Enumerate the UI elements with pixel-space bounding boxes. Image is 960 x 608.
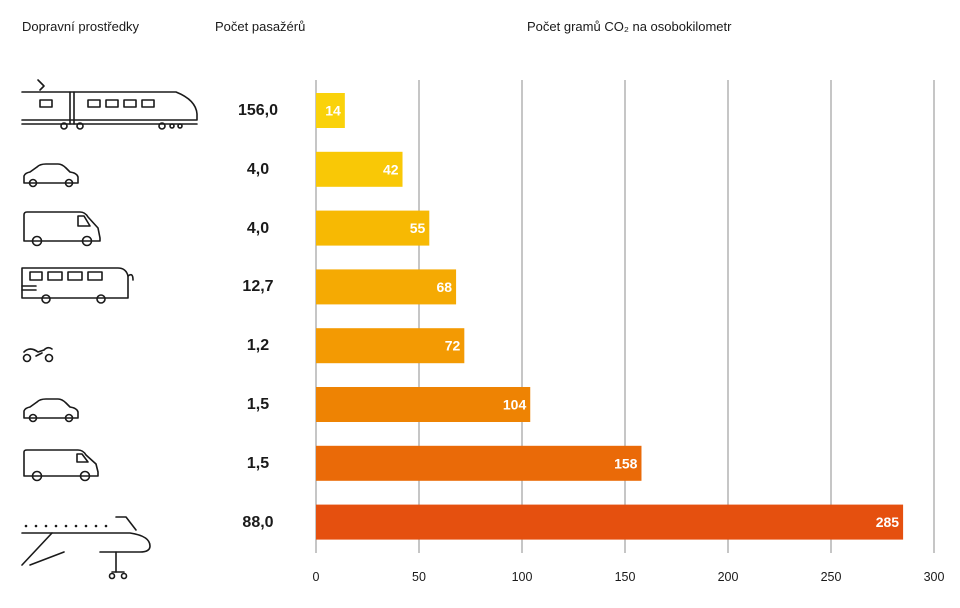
passenger-count: 4,0 <box>246 160 270 178</box>
bar-value-label: 104 <box>503 397 527 413</box>
bar-value-label: 55 <box>410 220 426 236</box>
passenger-count: 88,0 <box>242 513 274 531</box>
header-transport-modes: Dopravní prostředky <box>22 19 140 34</box>
passenger-count: 4,0 <box>246 219 270 237</box>
passenger-count: 156,0 <box>237 102 279 119</box>
x-tick-label: 300 <box>924 570 945 584</box>
bar <box>316 504 904 540</box>
bar-value-label: 42 <box>383 161 399 177</box>
x-tick-label: 50 <box>412 570 426 584</box>
bus-icon <box>21 267 134 304</box>
x-tick-label: 0 <box>313 570 320 584</box>
bar-value-label: 72 <box>445 338 461 354</box>
header-passengers: Počet pasažérů <box>215 19 306 34</box>
bar <box>316 210 430 246</box>
bar <box>316 445 642 481</box>
bar-value-label: 68 <box>437 279 453 295</box>
bar-value-label: 285 <box>876 514 900 530</box>
x-tick-label: 150 <box>615 570 636 584</box>
passenger-count: 1,5 <box>246 396 270 413</box>
x-tick-label: 100 <box>512 570 533 584</box>
van-icon <box>23 211 101 247</box>
bar-value-label: 158 <box>614 455 638 471</box>
train-icon <box>21 79 198 130</box>
header-co2-per-pkm: Počet gramů CO₂ na osobokilometr <box>527 19 732 34</box>
transport-icons <box>21 79 198 580</box>
small-car-icon-2 <box>23 398 79 423</box>
bar <box>316 269 457 305</box>
bar <box>316 328 465 364</box>
bar <box>316 93 345 128</box>
passenger-count: 1,2 <box>246 337 270 355</box>
x-tick-label: 250 <box>821 570 842 584</box>
small-car-icon <box>23 163 79 188</box>
passenger-column: 156,0 4,0 4,0 12,7 1,2 1,5 1,5 88,0 <box>0 0 310 608</box>
x-tick-label: 200 <box>718 570 739 584</box>
bar-value-label: 14 <box>325 103 341 119</box>
van-icon-2 <box>23 449 99 482</box>
bar <box>316 387 531 422</box>
airplane-windows <box>24 524 108 528</box>
airplane-icon <box>21 516 151 580</box>
bar <box>316 151 403 187</box>
passenger-count: 12,7 <box>242 278 274 296</box>
passenger-count: 1,5 <box>246 454 270 472</box>
motorcycle-icon <box>22 346 54 363</box>
